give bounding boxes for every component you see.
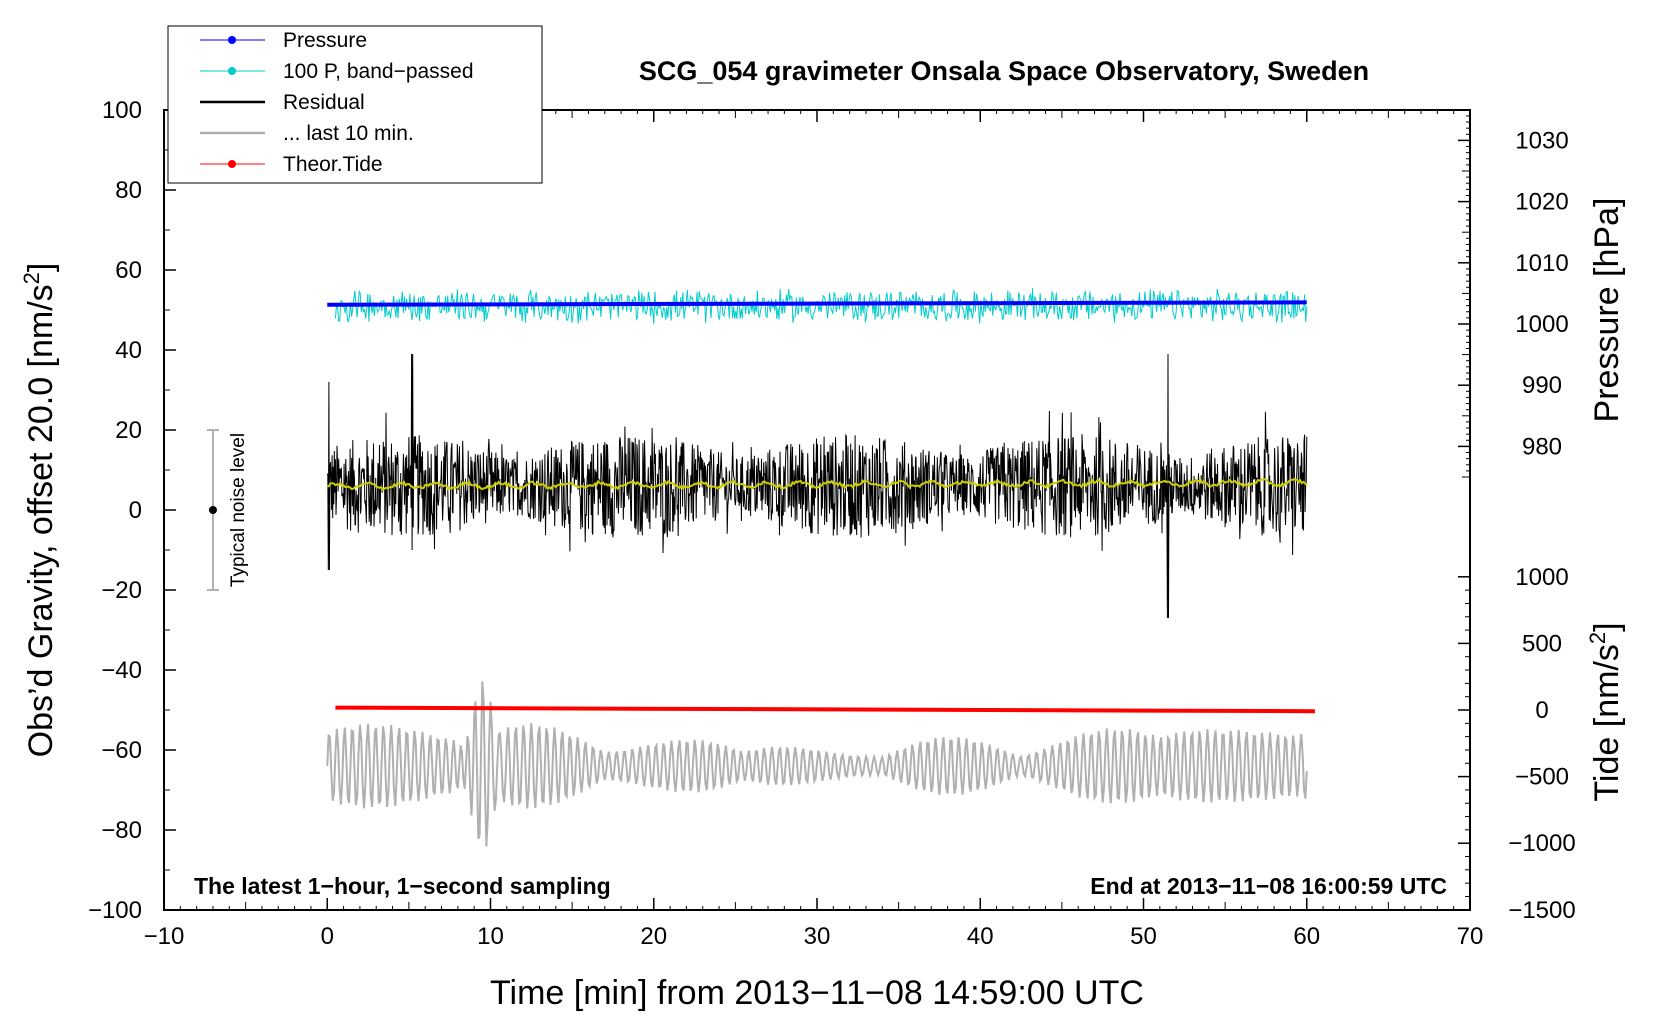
x-tick-label: 60: [1293, 923, 1320, 950]
pressure-tick-label: 1030: [1515, 127, 1568, 154]
x-tick-label: 10: [477, 923, 504, 950]
x-tick-label: 70: [1457, 923, 1484, 950]
legend-marker: [228, 67, 236, 75]
series-layer: [326, 288, 1315, 847]
legend-box: [167, 25, 543, 184]
x-axis-title: Time [min] from 2013−11−08 14:59:00 UTC: [490, 974, 1144, 1012]
pressure-tick-label: 1010: [1515, 250, 1568, 277]
tide-tick-label: −500: [1515, 764, 1569, 791]
y-axis-title-left-exp: 2: [19, 272, 44, 284]
legend-label: 100 P, band−passed: [283, 60, 474, 83]
y-tick-label: −100: [88, 897, 142, 924]
x-tick-label: 0: [321, 923, 334, 950]
series-theor-tide: [335, 705, 1315, 714]
y-tick-label: 20: [115, 417, 142, 444]
y-tick-label: −20: [101, 577, 142, 604]
y-axis-title-left-close: ]: [22, 263, 60, 272]
x-tick-label: −10: [144, 923, 185, 950]
y-axis-title-tide-close: ]: [1588, 622, 1626, 631]
noise-label: Typical noise level: [228, 433, 249, 587]
tick-layer: −10 0 10 20 30 40 50 60 70100806040200−20−40−60−…: [88, 97, 1576, 950]
y-axis-title-left-main: Obs’d Gravity, offset 20.0 [nm/s: [22, 284, 60, 757]
series-last-10-min: [326, 681, 1308, 847]
y-tick-label: 60: [115, 257, 142, 284]
x-tick-label: 40: [967, 923, 994, 950]
pressure-tick-label: 1000: [1515, 311, 1568, 338]
pressure-tick-label: 990: [1522, 372, 1562, 399]
legend-marker: [228, 160, 236, 168]
chart-title: SCG_054 gravimeter Onsala Space Observat…: [639, 56, 1369, 86]
legend-marker: [228, 36, 236, 44]
tide-tick-label: 1000: [1515, 564, 1568, 591]
legend-label: Theor.Tide: [283, 153, 383, 176]
y-axis-title-tide: Tide [nm/s2]: [1585, 622, 1626, 801]
legend-label: ... last 10 min.: [283, 122, 414, 145]
pressure-tick-label: 980: [1522, 433, 1562, 460]
noise-indicator: Typical noise level: [206, 429, 249, 591]
noise-center-dot: [208, 506, 217, 514]
note-end-time: End at 2013−11−08 16:00:59 UTC: [1090, 873, 1447, 899]
y-axis-title-tide-main: Tide [nm/s: [1588, 644, 1626, 801]
x-tick-label: 50: [1130, 923, 1157, 950]
x-tick-label: 20: [640, 923, 667, 950]
note-latest-hour: The latest 1−hour, 1−second sampling: [194, 873, 611, 899]
legend: Pressure 100 P, band−passed Residual ... la…: [167, 25, 543, 184]
y-tick-label: 40: [115, 337, 142, 364]
y-axis-title-tide-exp: 2: [1585, 632, 1610, 644]
y-tick-label: 80: [115, 177, 142, 204]
y-tick-label: 0: [129, 497, 142, 524]
y-axis-title-pressure: Pressure [hPa]: [1588, 198, 1626, 423]
y-axis-title-left: Obs’d Gravity, offset 20.0 [nm/s2]: [19, 263, 60, 758]
series-pressure: [327, 300, 1307, 307]
legend-label: Residual: [283, 91, 365, 114]
pressure-tick-label: 1020: [1515, 189, 1568, 216]
y-tick-label: 100: [102, 97, 142, 124]
y-tick-label: −40: [101, 657, 142, 684]
x-tick-label: 30: [804, 923, 831, 950]
y-tick-label: −60: [101, 737, 142, 764]
tide-tick-label: 0: [1535, 697, 1548, 724]
tide-tick-label: −1000: [1508, 830, 1575, 857]
legend-label: Pressure: [283, 29, 367, 52]
tide-tick-label: 500: [1522, 630, 1562, 657]
y-tick-label: −80: [101, 817, 142, 844]
series-residual-smoothed: [327, 478, 1308, 491]
series-residual: [326, 353, 1308, 619]
tide-tick-label: −1500: [1508, 897, 1575, 924]
